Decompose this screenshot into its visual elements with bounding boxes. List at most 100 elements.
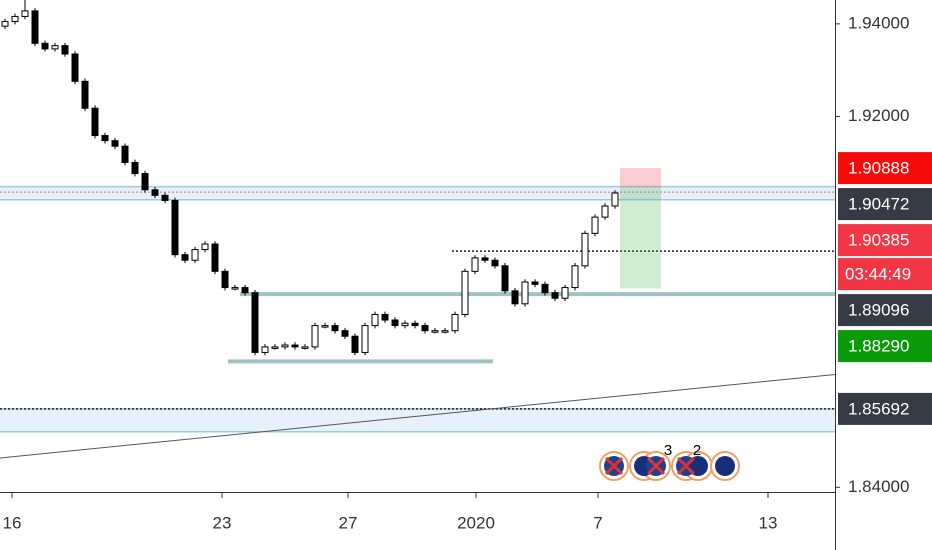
candle-body — [351, 335, 359, 353]
candle-body — [241, 287, 249, 294]
candle-body — [411, 322, 419, 327]
candle-body — [421, 325, 429, 332]
candle-body — [361, 325, 369, 353]
event-icons: 3 2 — [599, 442, 740, 481]
countdown-tag — [838, 258, 932, 291]
zone — [0, 186, 835, 200]
candle-body — [331, 325, 339, 332]
candle-body — [371, 313, 379, 327]
candle-body — [171, 199, 179, 256]
candle-body — [511, 290, 519, 305]
candle-body — [541, 283, 549, 294]
candle-body — [591, 216, 599, 234]
candle-body — [111, 140, 119, 147]
candle-body — [311, 325, 319, 348]
bg-layer — [0, 168, 836, 459]
candle-body — [301, 346, 309, 349]
candle-body — [41, 42, 49, 50]
price-tag-label: 1.88290 — [848, 337, 909, 356]
event-count: 3 — [664, 442, 672, 459]
price-tag — [838, 392, 932, 425]
candle-body — [451, 313, 459, 332]
candle-body — [1, 21, 9, 27]
price-tag-label: 1.85692 — [848, 399, 909, 418]
candle-body — [121, 145, 129, 163]
x-tick-label: 23 — [213, 513, 232, 532]
candle-body — [231, 287, 239, 290]
y-tick-label: 1.84000 — [848, 477, 909, 496]
position-risk — [620, 168, 661, 188]
candle-body — [391, 319, 399, 327]
candle-body — [401, 322, 409, 327]
candle-body — [491, 259, 499, 267]
trend-line — [0, 373, 836, 459]
candle-body — [81, 80, 89, 109]
candle-body — [101, 135, 109, 142]
candle-body — [601, 205, 609, 218]
price-tag-label: 1.90385 — [848, 231, 909, 250]
candle-body — [431, 330, 439, 333]
time-axis-bg — [0, 492, 835, 550]
candle-body — [461, 270, 469, 315]
candle-body — [571, 265, 579, 289]
x-tick-label: 2020 — [457, 513, 495, 532]
price-tag-label: 1.89096 — [848, 301, 909, 320]
candle-body — [611, 192, 619, 207]
x-tick-label: 27 — [339, 513, 358, 532]
candle-body — [441, 330, 449, 333]
countdown-label: 03:44:49 — [845, 265, 911, 284]
candle-body — [471, 257, 479, 272]
candle-body — [221, 270, 229, 289]
price-tag — [838, 294, 932, 327]
candle-body — [561, 287, 569, 299]
price-tag — [838, 152, 932, 185]
candle-body — [141, 173, 149, 191]
candle-body — [181, 254, 189, 261]
candle-body — [131, 161, 139, 175]
candle-body — [21, 10, 29, 17]
candle-body — [501, 265, 509, 292]
price-tag — [838, 188, 932, 221]
flag-au — [715, 456, 735, 476]
candle-body — [51, 45, 59, 50]
candle-body — [521, 281, 529, 305]
candle-body — [71, 53, 79, 82]
position-reward — [620, 187, 661, 289]
y-tick-label: 1.92000 — [848, 106, 909, 125]
candle-body — [31, 10, 39, 44]
axis-layer: 1.90888 1.90472 1.90385 03:44:49 1.89096 1.88… — [838, 152, 932, 425]
zone — [0, 408, 835, 432]
price-tag — [838, 224, 932, 257]
candle-body — [381, 313, 389, 321]
x-tick-label: 7 — [593, 513, 602, 532]
candle-body — [251, 292, 259, 353]
candle-body — [61, 45, 69, 55]
y-tick-label: 1.94000 — [848, 13, 909, 32]
candle-body — [91, 107, 99, 137]
candle-body — [581, 232, 589, 267]
candle-body — [271, 346, 279, 349]
price-tag-label: 1.90472 — [848, 195, 909, 214]
candle-body — [281, 344, 289, 348]
candle-body — [321, 325, 329, 328]
candle-body — [531, 281, 539, 285]
price-tag — [838, 330, 932, 363]
candle-body — [211, 243, 219, 272]
flag-cross — [604, 456, 696, 476]
x-tick-label: 13 — [759, 513, 778, 532]
candle-body — [161, 194, 169, 201]
candle-body — [201, 243, 209, 251]
marks-layer — [1, 0, 619, 356]
candle-body — [261, 346, 269, 353]
candle-body — [481, 257, 489, 261]
x-tick-label: 16 — [3, 513, 22, 532]
candle-body — [151, 189, 159, 196]
candle-body — [291, 344, 299, 348]
candle-body — [191, 249, 199, 261]
candle-body — [341, 330, 349, 337]
candle-body — [551, 292, 559, 299]
candle-body — [11, 15, 19, 23]
event-count: 2 — [693, 442, 701, 459]
price-tag-label: 1.90888 — [848, 159, 909, 178]
